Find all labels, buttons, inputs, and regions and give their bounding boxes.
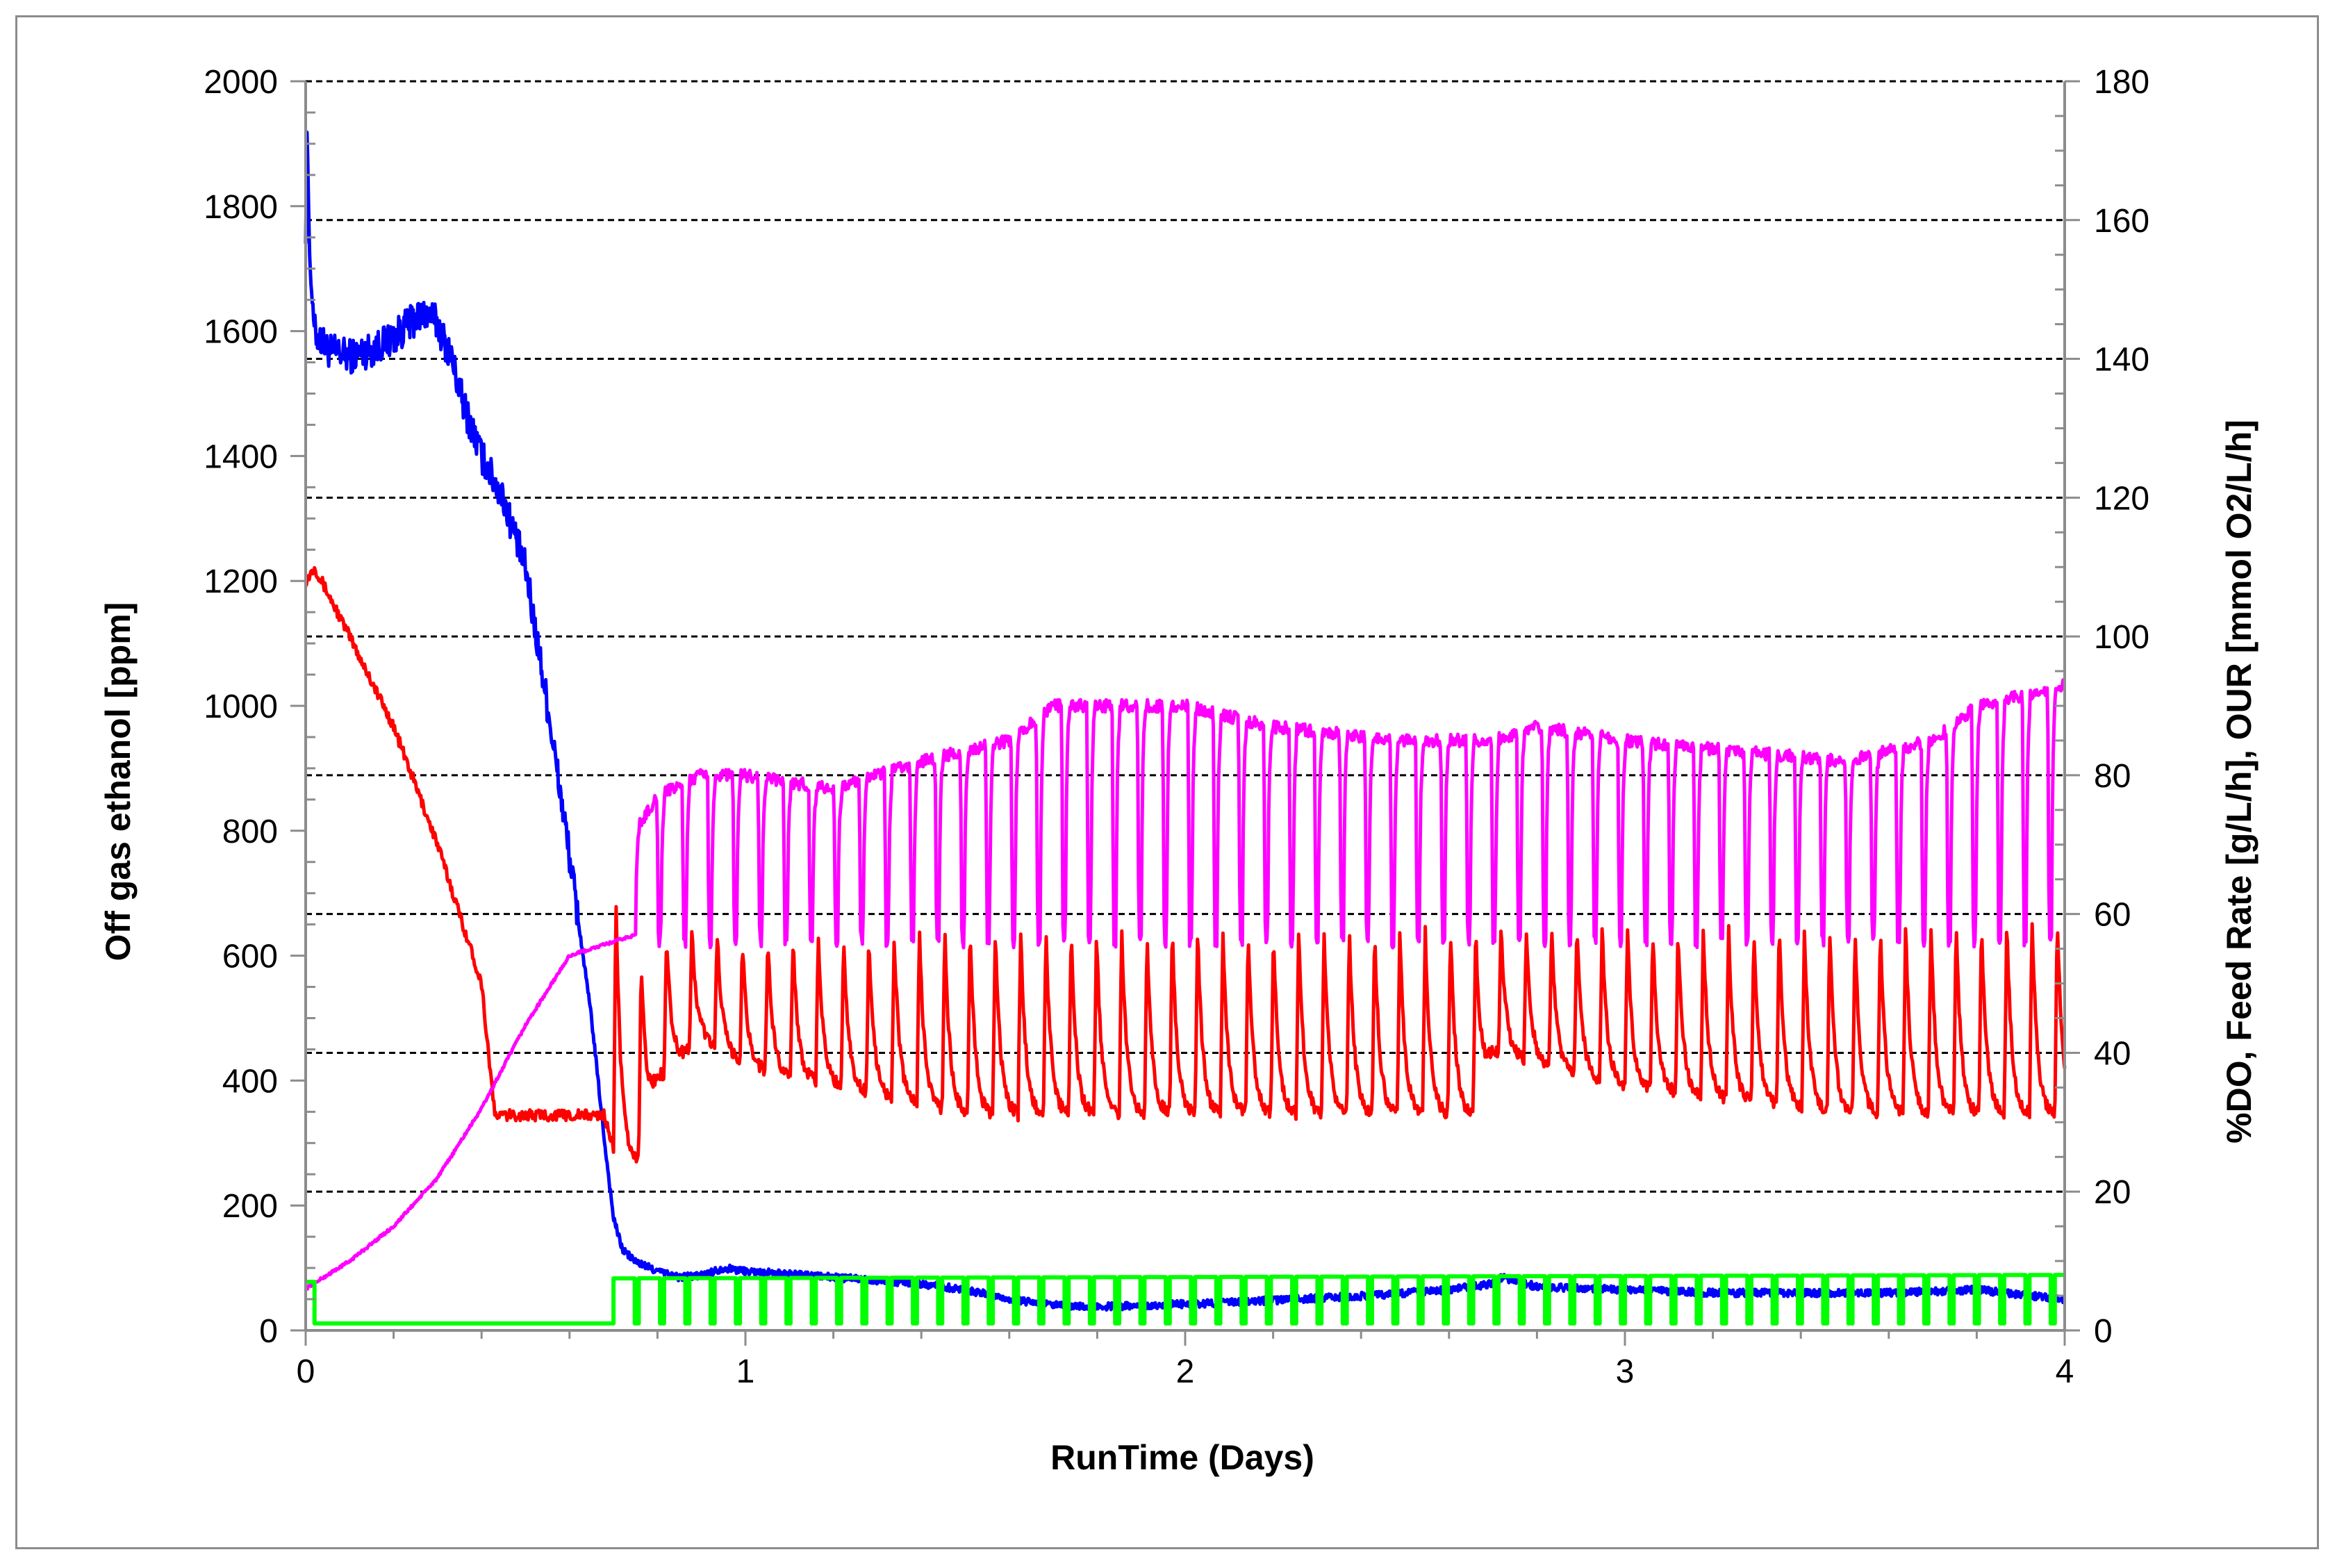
- y-left-tick-label: 1200: [204, 563, 278, 600]
- series-line-off-gas-ethanol: [304, 130, 2066, 1312]
- y-left-tick-label: 1400: [204, 438, 278, 475]
- y-right-tick-label: 80: [2094, 758, 2131, 795]
- x-tick-label: 3: [1616, 1353, 1635, 1390]
- x-tick-label: 4: [2056, 1353, 2074, 1390]
- y-right-tick-label: 60: [2094, 897, 2131, 934]
- y-right-tick-label: 120: [2094, 480, 2149, 517]
- grid-lines: [306, 80, 2065, 1193]
- y-left-tick-label: 1000: [204, 688, 278, 725]
- axes: [290, 80, 2080, 1346]
- y-right-tick-label: 100: [2094, 619, 2149, 656]
- x-tick-label: 1: [736, 1353, 755, 1390]
- y-left-tick-label: 400: [222, 1063, 278, 1100]
- y-axis-title-right: %DO, Feed Rate [g/L/h], OUR [mmol O2/L/h…: [2220, 420, 2258, 1144]
- x-tick-label: 0: [297, 1353, 315, 1390]
- y-right-tick-label: 180: [2094, 64, 2149, 101]
- y-right-tick-label: 40: [2094, 1035, 2131, 1072]
- y-left-tick-label: 800: [222, 814, 278, 850]
- series-layer: [304, 130, 2067, 1326]
- y-right-tick-label: 0: [2094, 1313, 2113, 1350]
- y-left-tick-label: 2000: [204, 64, 278, 101]
- series-line--do: [304, 566, 2067, 1164]
- y-axis-title-left: Off gas ethanol [ppm]: [99, 602, 138, 962]
- y-left-tick-label: 1800: [204, 189, 278, 226]
- y-right-tick-label: 20: [2094, 1174, 2131, 1211]
- y-right-tick-label: 160: [2094, 203, 2149, 240]
- x-tick-label: 2: [1176, 1353, 1195, 1390]
- y-left-tick-label: 600: [222, 939, 278, 975]
- series-line-feed-rate: [306, 1273, 2065, 1326]
- tick-labels: 0200400600800100012001400160018002000020…: [204, 64, 2149, 1390]
- y-left-tick-label: 200: [222, 1188, 278, 1225]
- x-axis-title: RunTime (Days): [1050, 1438, 1314, 1477]
- y-left-tick-label: 0: [259, 1313, 278, 1350]
- y-right-tick-label: 140: [2094, 342, 2149, 379]
- series-line-our: [304, 677, 2066, 1291]
- y-left-tick-label: 1600: [204, 314, 278, 351]
